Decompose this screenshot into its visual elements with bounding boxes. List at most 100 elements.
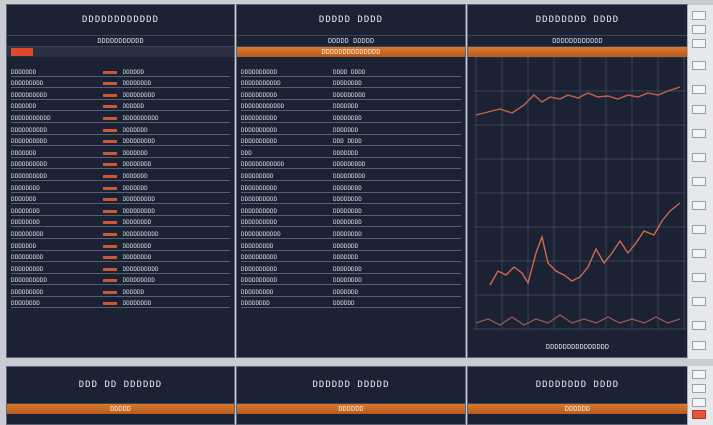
line-chart [474,57,686,330]
row-label: DDDDDDDDDDD [241,80,281,88]
data-panel-2: DDDDD DDDD DDDDD DDDDD DDDDDDDDDDDDDD DD… [236,4,466,358]
row-label: DDDDDDDDD [241,172,274,180]
row-label: DDDDDDDDDDD [241,230,281,238]
row-value: DDDDDDDD [333,207,362,215]
toolbar-button-7[interactable] [692,129,706,138]
row-marker [102,221,117,225]
toolbar-button-15[interactable] [692,321,706,330]
row-label: DDDDDDDDDD [241,68,278,76]
toolbar-button-8[interactable] [692,153,706,162]
table-row: DDDDDDD DDDDDD [11,65,230,77]
row-value: DDDDDDDDD [333,161,366,169]
row-value: DDDDDDDDDD [122,114,159,122]
data-rows: DDDDDDDDDD DDDD DDDD DDDDDDDDDDD DDDDDDDD DD… [237,57,465,309]
toolbar-button-2[interactable] [692,25,706,34]
row-value: DDDDDD [333,300,355,308]
row-value: DDDDDDDDD [122,196,156,204]
table-row: DDDDDDDDDD DDD DDDD [241,135,461,147]
toolbar-button-6[interactable] [692,105,706,114]
bottom-panel-1: DDD DD DDDDDD DDDDD [6,366,235,425]
row-label: DDDDDDDDDDDD [241,103,285,111]
panel-title: DDD DD DDDDDD [7,367,234,404]
orange-progress-bar: DDDDDD [468,404,687,414]
row-value: DDDDDDDDDD [122,265,159,273]
toolbar-button-c[interactable] [692,398,706,407]
row-value: DDDD DDDD [333,68,366,76]
toolbar-button-5[interactable] [692,85,706,94]
toolbar-button-13[interactable] [692,273,706,282]
panel-subtitle: DDDDD DDDDD [237,36,465,47]
toolbar-button-10[interactable] [692,201,706,210]
row-label: DDDDDDDDD [11,265,44,273]
panel-title: DDDDDD DDDDD [237,367,465,404]
row-value: DDDDDDDDD [333,91,366,99]
toolbar-button-16[interactable] [692,341,706,350]
row-value: DDDDDD [122,68,145,76]
row-label: DDDDDDD [11,103,37,111]
toolbar-button-9[interactable] [692,177,706,186]
row-value: DDDDDDDD [122,161,152,169]
toolbar-button-11[interactable] [692,225,706,234]
row-marker [102,290,117,294]
row-marker [102,116,117,120]
row-label: DDDDDDDDDD [241,219,278,227]
row-label: DDDDDDDDD [241,242,274,250]
row-value: DDDDDDD [122,184,148,192]
row-label: DDDDDDDDDD [11,172,48,180]
data-rows: DDDDDDD DDDDDD DDDDDDDDD DDDDDDDD DDDDDDDDDD… [7,57,234,309]
right-toolbar [687,5,713,359]
row-value: DDDDDDDDDD [122,230,159,238]
orange-progress-bar: DDDDDDDDDDDDDD [237,47,465,57]
row-value: DDDDDDDD [333,196,362,204]
toolbar-button-1[interactable] [692,11,706,20]
toolbar-button-12[interactable] [692,249,706,258]
row-label: DDDDDDDDDD [241,196,278,204]
toolbar-button-b[interactable] [692,384,706,393]
toolbar-button-4[interactable] [692,61,706,70]
alert-button[interactable] [692,410,706,419]
row-value: DDDDDDDD [333,230,362,238]
row-label: DDDDDDDDDD [241,114,278,122]
row-value: DDDDDDDD [122,242,152,250]
chart-caption: DDDDDDDDDDDDDDD [545,343,610,351]
panel-title: DDDDDDDDDDDD [7,5,234,36]
row-value: DDDDDDDD [122,300,152,308]
row-value: DDDDDDDD [333,265,362,273]
row-label: DDDDDDDDD [241,288,274,296]
row-label: DDDDDDDDDD [241,126,278,134]
toolbar-button-3[interactable] [692,39,706,48]
row-value: DDDDDDD [333,242,359,250]
row-label: DDDDDDD [11,68,37,76]
row-label: DDDDDDD [11,196,37,204]
row-marker [102,232,117,236]
row-label: DDDDDDDD [241,300,270,308]
row-label: DDDDDDDDDDD [11,114,51,122]
table-row: DDDDDDD DDDDDDD [11,146,230,158]
row-marker [102,105,117,109]
row-label: DDDDDDDDDD [241,138,278,146]
row-label: DDDDDDDDDD [241,254,278,262]
row-value: DDDDDDD [333,254,359,262]
toolbar-button-14[interactable] [692,297,706,306]
row-marker [102,256,117,260]
toolbar-button-a[interactable] [692,370,706,379]
row-label: DDDDDDDDDD [241,265,278,273]
row-label: DDDDDDDDD [11,288,44,296]
